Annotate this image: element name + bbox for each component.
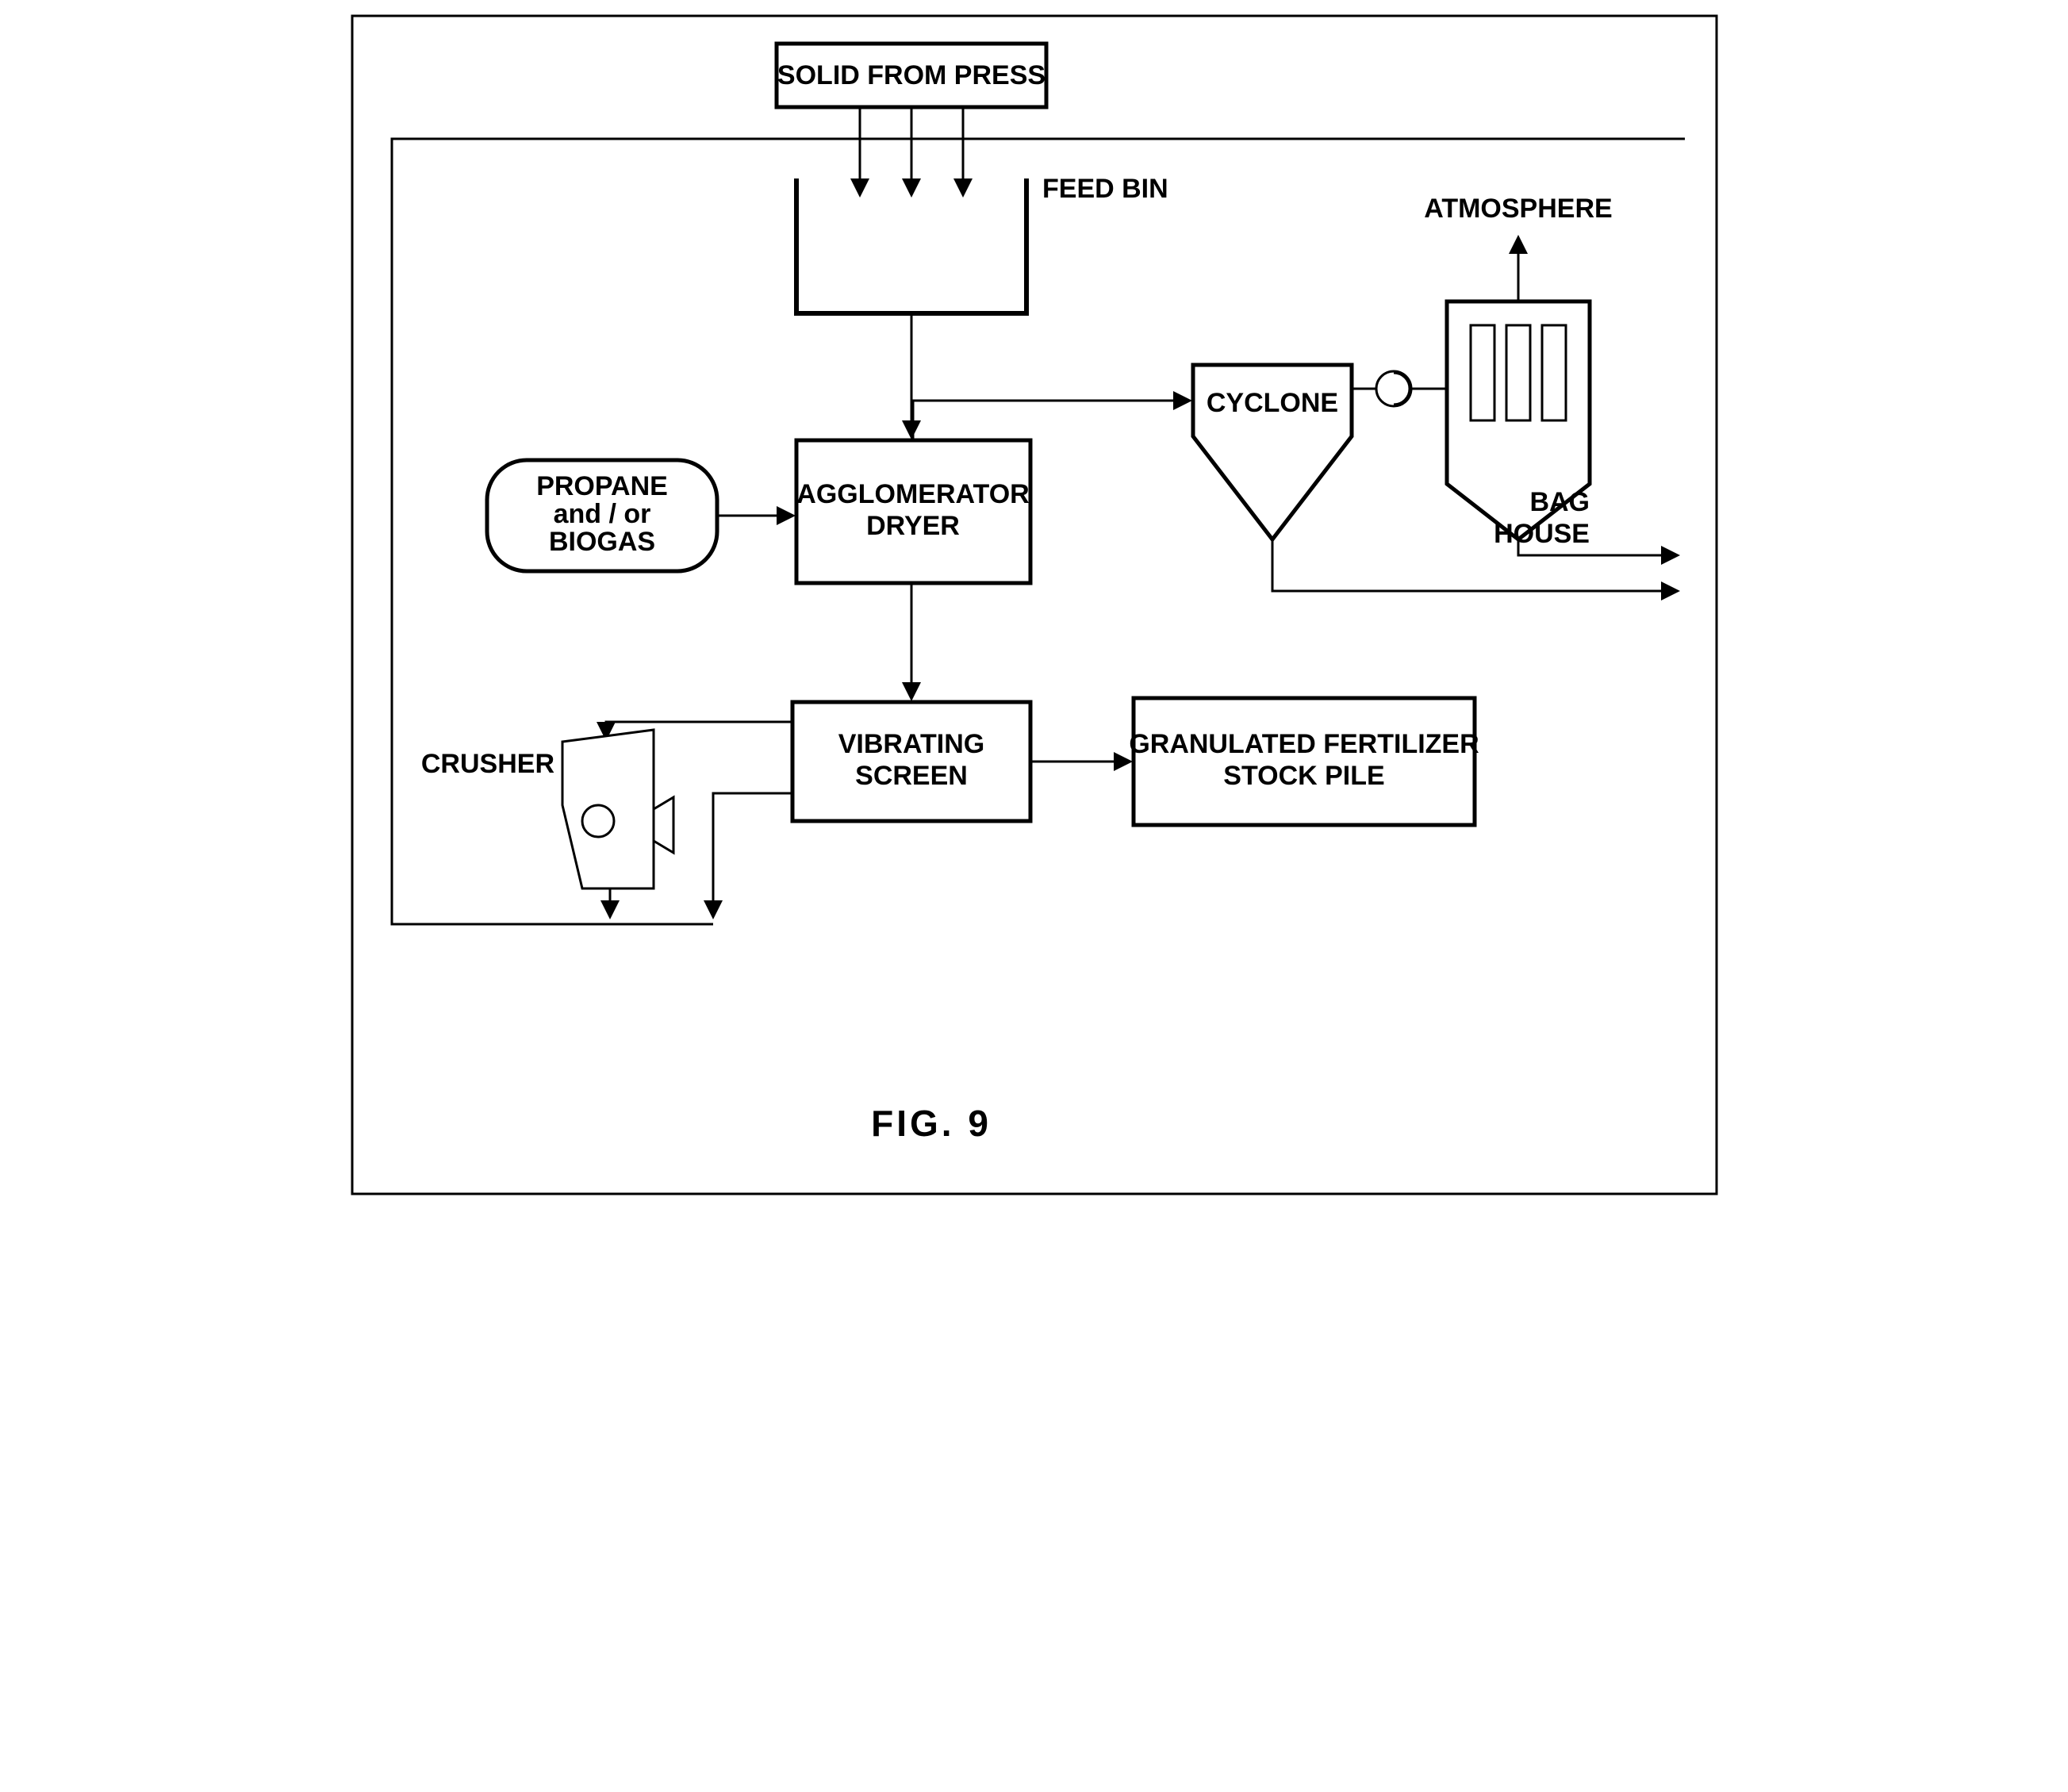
vibrating-screen-node: VIBRATING SCREEN [792, 702, 1030, 821]
stock-l2: STOCK PILE [1223, 761, 1384, 791]
process-flow-diagram: SOLID FROM PRESS FEED BIN PROPANE and / … [336, 0, 1732, 1210]
crusher-node: CRUSHER [420, 730, 673, 888]
baghouse-l1: BAG [1529, 487, 1590, 517]
feed-bin-label: FEED BIN [1042, 174, 1168, 204]
page-frame [352, 16, 1717, 1194]
agg-l1: AGGLOMERATOR [796, 479, 1029, 509]
propane-l3: BIOGAS [548, 527, 654, 557]
stock-l1: GRANULATED FERTILIZER [1129, 729, 1479, 759]
vib-l1: VIBRATING [838, 729, 984, 759]
propane-l1: PROPANE [536, 471, 668, 501]
baghouse-l2: HOUSE [1494, 519, 1590, 549]
propane-l2: and / or [553, 499, 650, 529]
atmosphere-label: ATMOSPHERE [1424, 194, 1612, 224]
arrow-vib-recycle [713, 793, 791, 916]
fan-icon [1352, 371, 1447, 406]
feed-bin-node: FEED BIN [796, 174, 1168, 313]
solid-from-press-node: SOLID FROM PRESS [777, 44, 1046, 107]
agg-l2: DRYER [866, 511, 960, 541]
arrow-cyclone-recycle [1272, 539, 1677, 591]
cyclone-node: CYCLONE [1193, 365, 1352, 539]
cyclone-label: CYCLONE [1206, 388, 1337, 418]
arrow-agg-cyclone [913, 401, 1189, 439]
vib-l2: SCREEN [855, 761, 968, 791]
agglomerator-dryer-node: AGGLOMERATOR DRYER [796, 440, 1030, 583]
bag-house-node: BAG HOUSE [1447, 301, 1590, 549]
stock-pile-node: GRANULATED FERTILIZER STOCK PILE [1129, 698, 1479, 825]
crusher-label: CRUSHER [420, 749, 554, 779]
propane-biogas-node: PROPANE and / or BIOGAS [487, 460, 717, 571]
figure-label: FIG. 9 [871, 1103, 992, 1144]
solid-from-press-label: SOLID FROM PRESS [777, 60, 1045, 90]
